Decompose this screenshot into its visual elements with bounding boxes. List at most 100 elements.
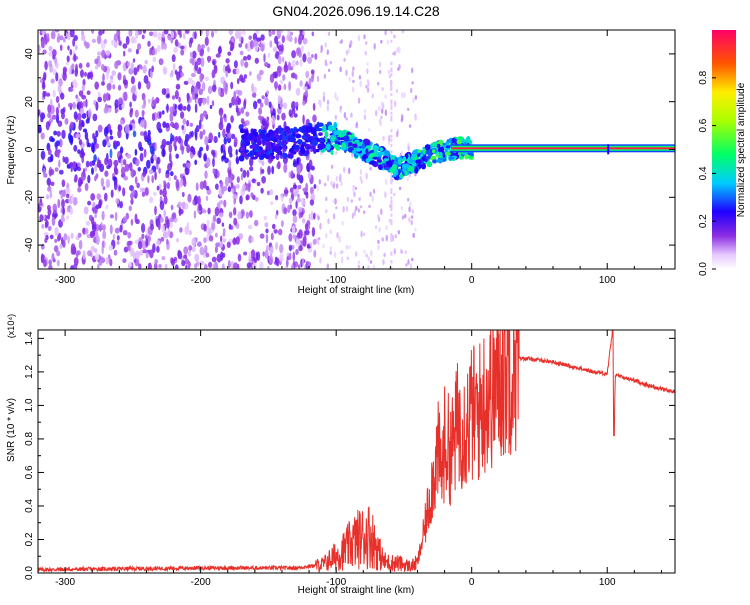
- spectrogram-cell: [151, 113, 156, 121]
- spectrogram-cell: [294, 102, 299, 107]
- spectrogram-cell: [359, 168, 363, 175]
- spectrogram-cell: [136, 182, 140, 189]
- spectrogram-cell: [71, 63, 75, 70]
- spectrogram-cell: [271, 115, 276, 126]
- spectrogram-cell: [377, 81, 380, 86]
- spectrogram-cell: [274, 256, 278, 263]
- spectrogram-cell: [404, 170, 408, 177]
- spectrogram-cell: [203, 237, 207, 243]
- spectrogram-cell: [390, 134, 393, 138]
- spectrogram-cell: [240, 152, 247, 156]
- spectrogram-cell: [72, 196, 78, 206]
- spectrogram-cell: [135, 48, 139, 55]
- spectrogram-cell: [178, 206, 182, 217]
- spectrogram-cell: [436, 143, 441, 148]
- spectrogram-cell: [381, 108, 384, 114]
- spectrogram-cell: [357, 34, 361, 42]
- spectrogram-cell: [114, 99, 119, 109]
- spectrogram-cell: [39, 214, 44, 222]
- spectrogram-cell: [257, 98, 262, 104]
- spectrogram-cell: [134, 109, 139, 118]
- spectrogram-cell: [137, 81, 142, 90]
- spectrogram-cell: [241, 30, 246, 35]
- spectrogram-cell: [168, 152, 172, 163]
- spectrogram-cell: [41, 30, 47, 35]
- spectrogram-cell: [95, 235, 100, 245]
- spectrogram-cell: [292, 209, 297, 217]
- spectrogram-cell: [118, 185, 121, 192]
- spectrogram-cell: [99, 223, 102, 232]
- spectrogram-cell: [193, 195, 199, 206]
- spectrogram-cell: [258, 115, 262, 121]
- spectrogram-cell: [250, 192, 254, 198]
- spectrogram-cell: [294, 36, 298, 44]
- spectrogram-cell: [355, 205, 358, 211]
- spectrogram-cell: [302, 135, 307, 139]
- spectrogram-cell: [263, 53, 266, 63]
- spectrogram-cell: [54, 30, 60, 33]
- spectrogram-cell: [205, 185, 210, 191]
- spectrogram-cell: [260, 34, 265, 41]
- spectrogram-cell: [326, 263, 329, 269]
- spectrogram-cell: [215, 183, 219, 190]
- spectrogram-cell: [249, 210, 253, 218]
- spectrogram-cell: [119, 146, 124, 154]
- spectrogram-cell: [132, 251, 136, 260]
- spectrogram-cell: [177, 249, 181, 258]
- spectrogram-cell: [59, 35, 64, 41]
- spectrogram-cell: [208, 261, 213, 268]
- spectrogram-cell: [309, 186, 314, 195]
- spectrogram-cell: [390, 138, 393, 142]
- spectrogram-cell: [128, 205, 132, 212]
- spectrogram-cell: [151, 175, 154, 184]
- spectrogram-cell: [53, 209, 57, 214]
- spectrogram-cell: [251, 83, 255, 93]
- spectrogram-cell: [184, 203, 189, 210]
- spectrogram-cell: [230, 182, 234, 190]
- spectrogram-cell: [42, 49, 47, 55]
- spectrogram-cell: [170, 70, 174, 75]
- spectrogram-cell: [415, 159, 422, 164]
- spectrogram-cell: [222, 128, 226, 138]
- spectrogram-cell: [287, 61, 292, 71]
- spectrogram-cell: [247, 224, 253, 230]
- spectrogram-cell: [334, 92, 337, 99]
- spectrogram-cell: [161, 31, 165, 39]
- spectrogram-cell: [95, 173, 99, 179]
- spectrogram-cell: [194, 103, 198, 113]
- spectrogram-cell: [249, 166, 254, 172]
- spectrogram-cell: [241, 134, 246, 140]
- spectrogram-cell: [157, 220, 161, 231]
- spectrogram-cell: [50, 99, 53, 106]
- spectrogram-cell: [109, 79, 114, 84]
- spectrogram-cell: [235, 149, 238, 156]
- spectrogram-cell: [464, 153, 469, 160]
- spectrogram-cell: [140, 65, 143, 70]
- spectrogram-cell: [312, 129, 317, 136]
- spectrogram-cell: [377, 156, 382, 160]
- spectrogram-cell: [390, 191, 393, 195]
- spectrogram-cell: [288, 35, 293, 43]
- spectrogram-cell: [66, 206, 70, 213]
- spectrogram-cell: [255, 153, 260, 157]
- spectrogram-cell: [163, 209, 167, 219]
- spectrogram-cell: [290, 136, 296, 140]
- spectrogram-cell: [230, 173, 234, 181]
- spectrogram-cell: [357, 208, 360, 213]
- spectrogram-cell: [198, 148, 202, 159]
- x-tick-label: 0: [469, 577, 475, 588]
- spectrogram-cell: [187, 193, 192, 203]
- spectrogram-cell: [322, 125, 327, 131]
- spectrogram-cell: [353, 191, 356, 198]
- spectrogram-cell: [245, 141, 251, 146]
- spectrogram-cell: [85, 160, 90, 168]
- spectrogram-cell: [211, 222, 216, 231]
- spectrogram-cell: [117, 124, 121, 131]
- spectrogram-cell: [281, 56, 285, 63]
- spectrogram-cell: [141, 34, 145, 40]
- spectrogram-cell: [374, 225, 378, 230]
- spectrogram-cell: [71, 193, 74, 204]
- spectrogram-cell: [240, 173, 244, 181]
- spectrogram-cell: [438, 151, 443, 157]
- spectrogram-cell: [390, 144, 393, 147]
